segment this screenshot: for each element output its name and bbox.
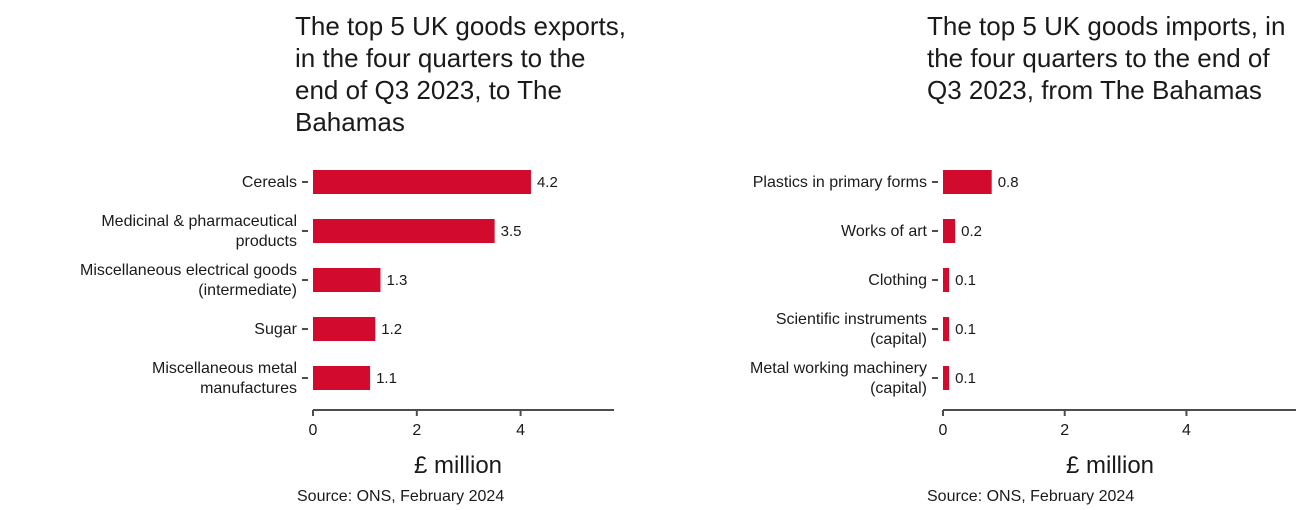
imports-value-label: 0.8: [998, 174, 1019, 191]
exports-value-label: 3.5: [501, 223, 522, 240]
exports-bar-chart: 4.2 Cereals 3.5 Medicinal & pharmaceutical p…: [80, 170, 614, 479]
imports-x-tick-label: 4: [1182, 422, 1191, 439]
imports-bar: [943, 219, 956, 243]
imports-value-label: 0.2: [961, 223, 982, 240]
exports-bar: [313, 268, 381, 292]
imports-value-label: 0.1: [955, 370, 976, 387]
exports-value-label: 4.2: [537, 174, 558, 191]
imports-category-label: Plastics in primary forms: [753, 174, 927, 191]
exports-bar: [313, 317, 376, 341]
imports-bar: [943, 317, 950, 341]
imports-x-axis-title: £ million: [1066, 452, 1154, 479]
imports-source-note: Source: ONS, February 2024: [927, 488, 1135, 505]
imports-category-label: Clothing: [868, 272, 927, 289]
imports-chart-panel: The top 5 UK goods imports, in the four …: [640, 0, 1296, 510]
imports-x-tick-label: 0: [939, 422, 948, 439]
exports-chart-panel: The top 5 UK goods exports, in the four …: [0, 0, 640, 510]
exports-category-label: Sugar: [254, 321, 297, 338]
imports-value-label: 0.1: [955, 321, 976, 338]
imports-category-label: Metal working machinery (capital): [750, 360, 927, 397]
exports-chart-title: The top 5 UK goods exports, in the four …: [295, 11, 626, 137]
exports-category-label: Miscellaneous electrical goods (intermedi…: [80, 262, 297, 299]
imports-value-label: 0.1: [955, 272, 976, 289]
exports-category-label: Miscellaneous metal manufactures: [152, 360, 297, 397]
exports-value-label: 1.1: [376, 370, 397, 387]
exports-bar: [313, 170, 531, 194]
exports-x-tick-label: 4: [516, 422, 525, 439]
imports-bar: [943, 366, 950, 390]
exports-value-label: 1.2: [381, 321, 402, 338]
exports-x-tick-label: 2: [412, 422, 421, 439]
imports-chart-title: The top 5 UK goods imports, in the four …: [927, 11, 1286, 105]
imports-bar: [943, 170, 992, 194]
imports-category-label: Scientific instruments (capital): [776, 311, 927, 348]
exports-value-label: 1.3: [386, 272, 407, 289]
imports-bar-chart: 0.8 Plastics in primary forms 0.2 Works of …: [750, 170, 1296, 479]
imports-bar: [943, 268, 950, 292]
exports-category-label: Cereals: [242, 174, 297, 191]
exports-x-tick-label: 0: [309, 422, 318, 439]
exports-bar: [313, 219, 495, 243]
exports-bar: [313, 366, 371, 390]
exports-source-note: Source: ONS, February 2024: [297, 488, 505, 505]
imports-category-label: Works of art: [841, 223, 928, 240]
imports-x-tick-label: 2: [1060, 422, 1069, 439]
exports-category-label: Medicinal & pharmaceutical products: [101, 213, 297, 250]
exports-x-axis-title: £ million: [414, 452, 502, 479]
